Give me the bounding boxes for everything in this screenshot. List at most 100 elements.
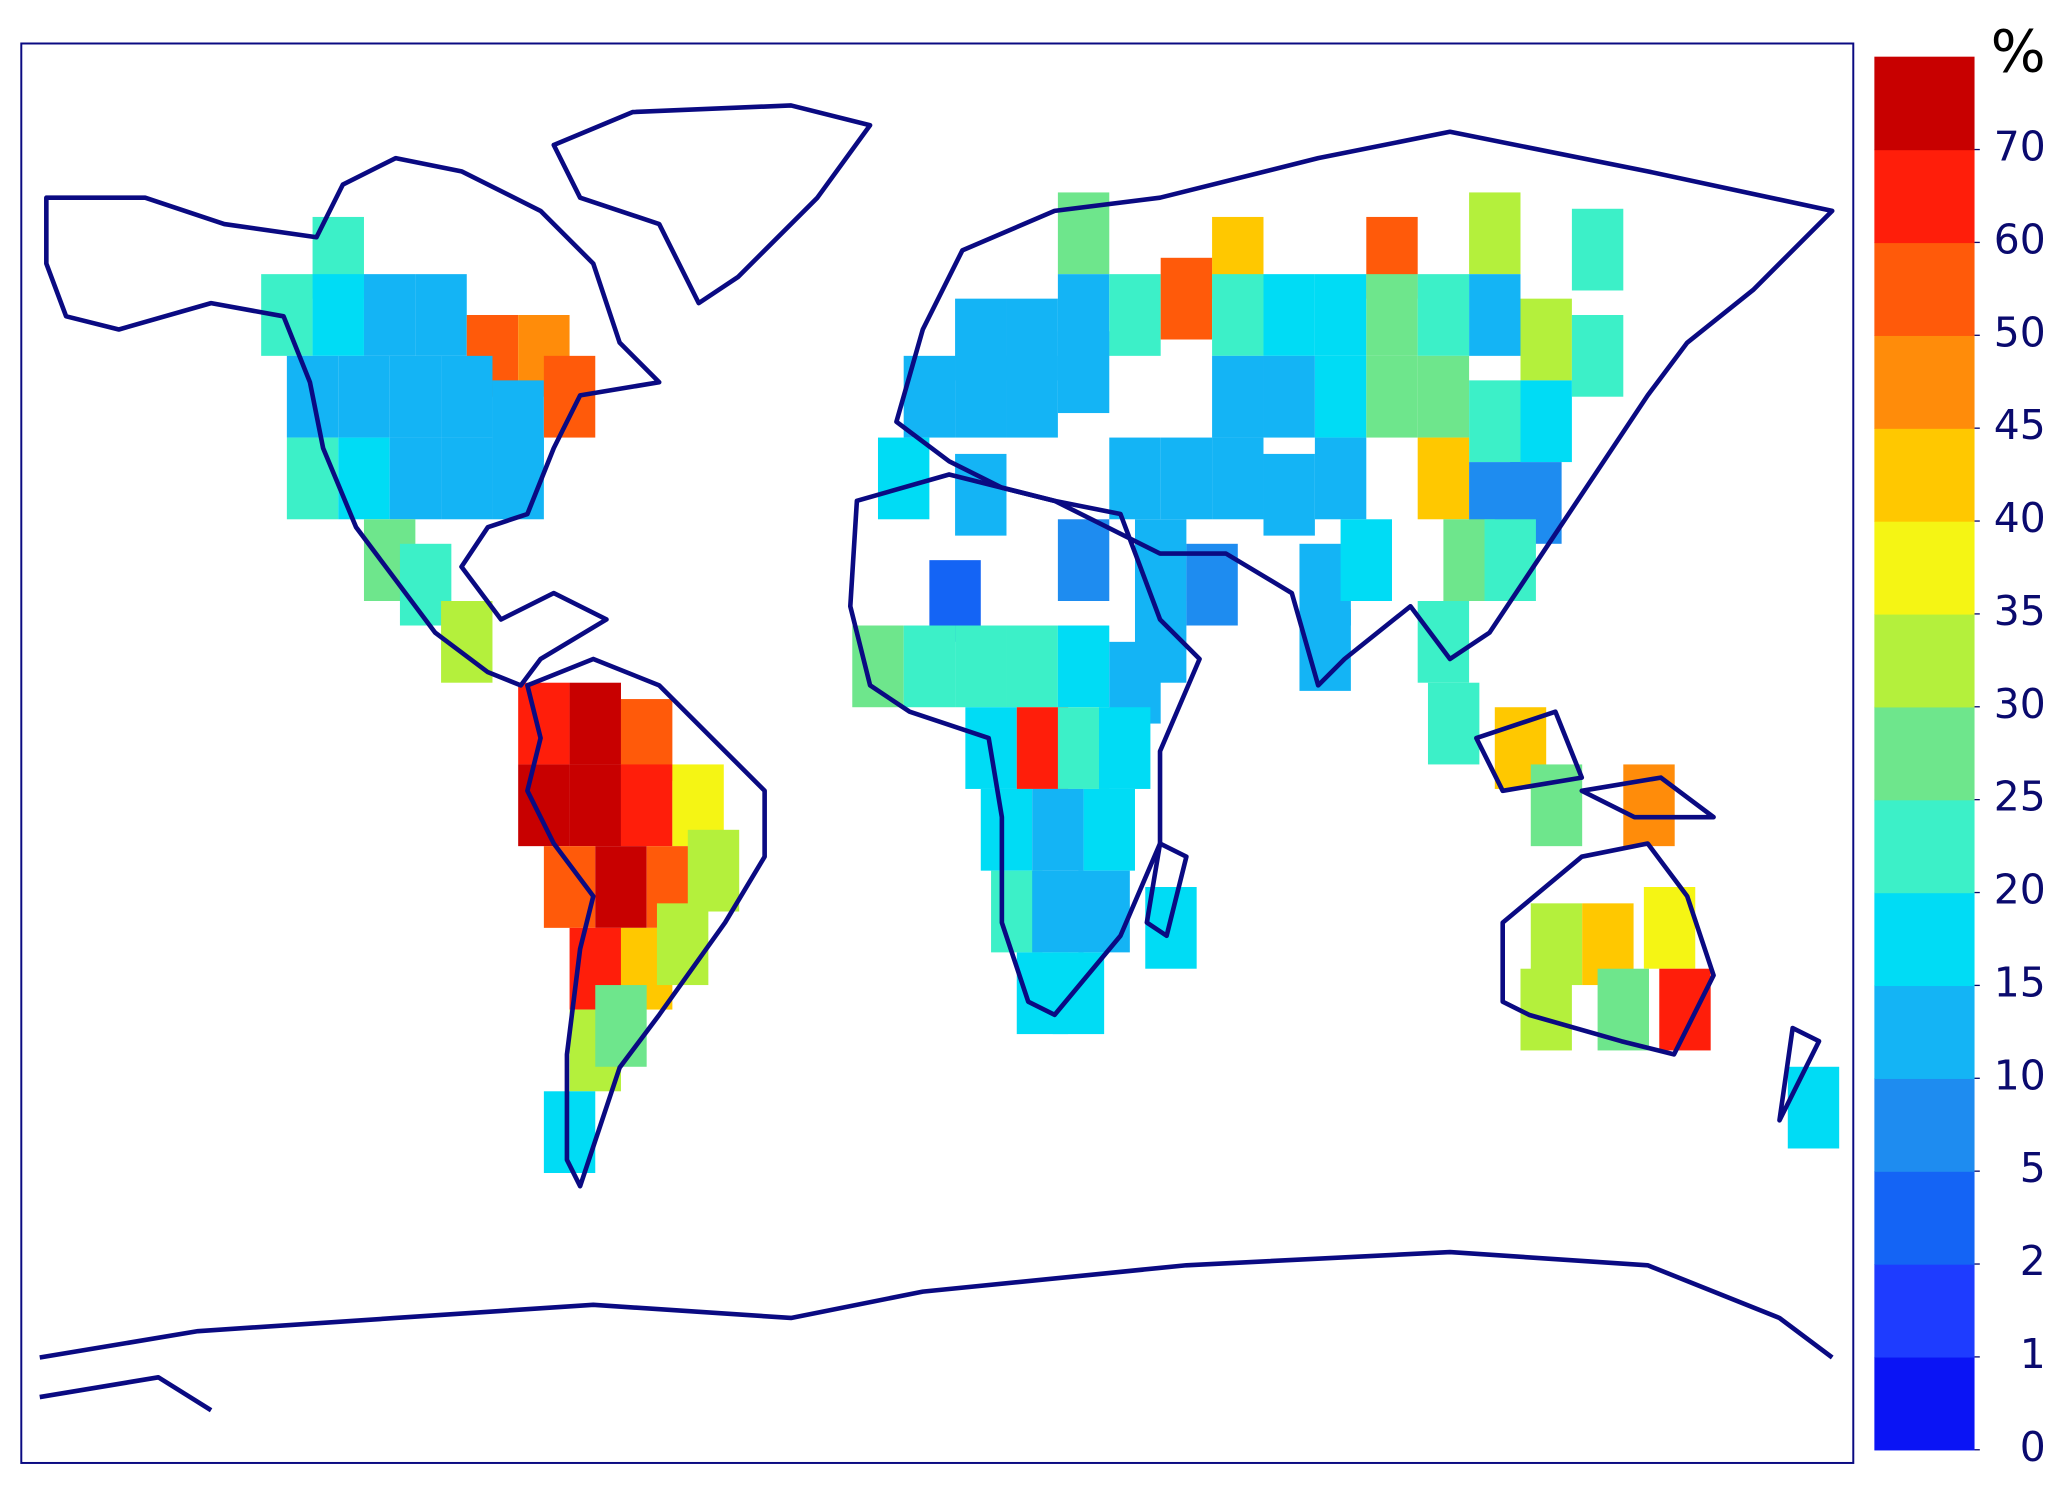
grid-cell [1212,437,1264,520]
grid-cell [1417,437,1470,520]
grid-cell [1160,437,1213,520]
colorbar-tick-label: 45 [1994,401,2046,449]
grid-cell [1057,519,1110,601]
grid-cell [518,682,570,765]
colorbar-band [1874,149,1975,244]
grid-cell [1571,314,1624,397]
grid-cell [1263,274,1315,356]
grid-cell [955,625,1007,708]
colorbar-band [1874,892,1975,987]
grid-cell [1263,355,1315,438]
grid-cell [415,274,467,356]
colorbar-tick-label: 15 [1994,958,2046,1006]
grid-cell [312,274,364,356]
map-frame [20,42,1855,1464]
grid-cell [1032,870,1084,953]
grid-cell [595,846,647,928]
coastline [551,103,873,306]
grid-cell [656,903,709,986]
grid-cell [595,985,647,1067]
colorbar-band [1874,428,1975,522]
grid-cell [1469,380,1521,463]
grid-cell [1314,355,1367,438]
coastline [847,472,1202,1018]
grid-cell [1484,519,1536,601]
grid-cell [1366,274,1418,356]
grid-cell [1469,192,1521,275]
grid-cell [1083,788,1135,871]
grid-cell [1057,331,1110,414]
grid-cell [543,355,596,438]
grid-cell [1212,355,1264,438]
colorbar-tick-label: 2 [2020,1237,2046,1285]
grid-cell [1078,870,1130,953]
colorbar-tick-label: 1 [2020,1330,2046,1378]
grid-cell [569,764,621,847]
colorbar-tick-label: 25 [1994,773,2046,821]
grid-cell [1520,380,1572,463]
colorbar-band [1874,613,1975,708]
grid-cell [1417,600,1470,683]
grid-cell [1366,355,1418,438]
colorbar-band [1874,1171,1975,1265]
grid-cell [620,764,673,847]
grid-cell [1134,519,1187,601]
colorbar-tick-label: 5 [2020,1144,2046,1192]
grid-cell [1099,707,1151,789]
colorbar-band [1874,1264,1975,1358]
coastline [1500,841,1716,1057]
grid-cell [492,437,544,520]
coastline [44,155,662,688]
colorbar-band [1874,1078,1975,1172]
grid-cell [903,625,956,708]
colorbar-unit: % [1991,17,2046,85]
grid-cell [441,355,493,438]
colorbar-tick-label: 40 [1994,494,2046,542]
coastline [39,1249,1834,1413]
colorbar-band [1874,985,1975,1079]
coastline [894,129,1835,688]
grid-cell [1314,437,1367,520]
colorbar-tick-label: 50 [1994,308,2046,356]
colorbar-band [1874,799,1975,894]
grid-cell [338,355,390,438]
coastline [525,656,767,1189]
grid-cell [286,437,339,520]
colorbar-tick-label: 30 [1994,680,2046,728]
grid-cell [1006,355,1058,438]
colorbar-band [1874,242,1975,336]
colorbar-tick-label: 60 [1994,215,2046,263]
colorbar-tick-label: 70 [1994,123,2046,171]
grid-cell [1314,274,1367,356]
grid-cell [569,682,621,765]
colorbar-tick-label: 20 [1994,866,2046,914]
grid-cell [441,437,493,520]
colorbar-band [1874,706,1975,801]
grid-cell [1469,274,1521,356]
coastlines [39,103,1835,1413]
colorbar-band [1874,56,1975,151]
grid-cell [955,355,1007,438]
grid-cell [1787,1066,1840,1149]
colorbar-band [1874,335,1975,429]
cell-layer [261,192,1840,1174]
grid-cell [1212,274,1264,356]
grid-cell [389,437,442,520]
grid-cell [1623,764,1675,847]
grid-cell [980,788,1033,871]
grid-cell [1263,453,1315,536]
colorbar-tick-label: 0 [2020,1423,2046,1471]
grid-cell [687,829,740,912]
grid-cell [1417,274,1470,356]
grid-cell [1057,625,1110,708]
grid-cell [1109,437,1161,520]
grid-cell [389,355,442,438]
grid-cell [1340,519,1392,601]
grid-cell [1520,298,1572,381]
colorbar-tick-label: 10 [1994,1051,2046,1099]
colorbar-band [1874,1356,1975,1451]
coastline [1144,709,1822,1123]
